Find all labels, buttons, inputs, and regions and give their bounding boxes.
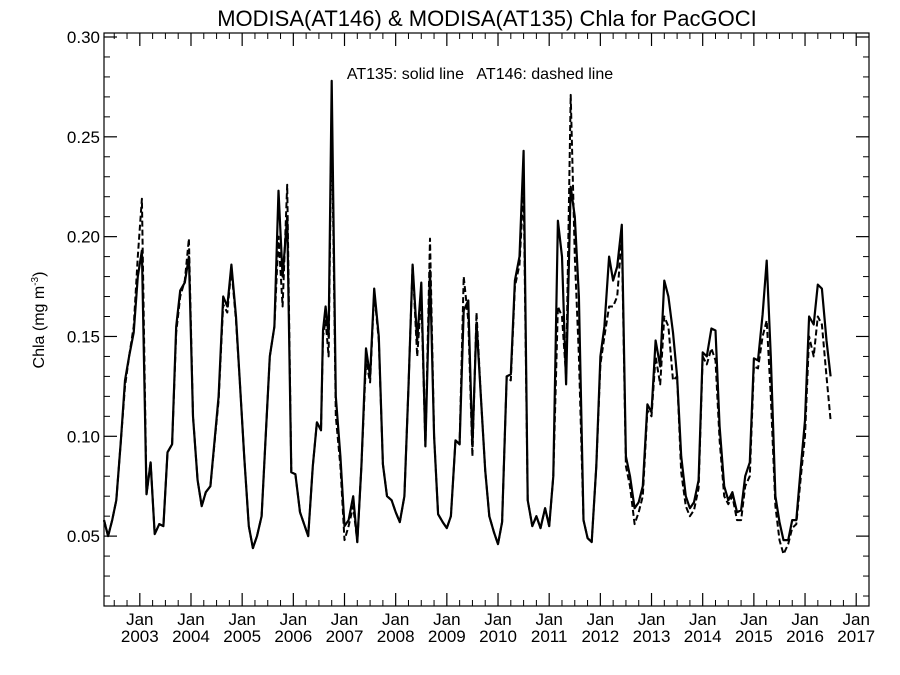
chart-title: MODISA(AT146) & MODISA(AT135) Chla for P… <box>217 6 757 31</box>
x-tick-month-label: Jan <box>484 610 511 629</box>
y-tick-label: 0.30 <box>67 28 100 47</box>
y-axis-label: Chla (mg m-3) <box>30 272 48 369</box>
x-tick-year-label: 2013 <box>633 627 671 646</box>
x-tick-month-label: Jan <box>842 610 869 629</box>
x-tick-month-label: Jan <box>228 610 255 629</box>
x-tick-year-label: 2010 <box>479 627 517 646</box>
plot-frame <box>103 32 870 607</box>
series-layer <box>102 79 832 556</box>
x-tick-month-label: Jan <box>280 610 307 629</box>
x-tick-month-label: Jan <box>126 610 153 629</box>
x-tick-month-label: Jan <box>638 610 665 629</box>
x-tick-year-label: 2017 <box>837 627 875 646</box>
series-at146-dashed-line <box>103 93 832 556</box>
x-tick-year-label: 2006 <box>274 627 312 646</box>
x-tick-month-label: Jan <box>587 610 614 629</box>
x-tick-month-label: Jan <box>689 610 716 629</box>
axes: 0.050.100.150.200.250.30Jan2003Jan2004Ja… <box>67 28 875 646</box>
x-tick-year-label: 2012 <box>581 627 619 646</box>
x-tick-year-label: 2003 <box>121 627 159 646</box>
y-axis-label-main: Chla (mg m <box>31 286 48 369</box>
y-axis-label-superscript: -3 <box>30 276 41 285</box>
legend-annotation: AT135: solid line AT146: dashed line <box>347 66 613 83</box>
x-tick-month-label: Jan <box>535 610 562 629</box>
x-tick-month-label: Jan <box>433 610 460 629</box>
y-axis-label-close: ) <box>31 272 48 277</box>
y-tick-label: 0.25 <box>67 128 100 147</box>
y-tick-label: 0.15 <box>67 327 100 346</box>
x-tick-month-label: Jan <box>740 610 767 629</box>
x-tick-year-label: 2005 <box>223 627 261 646</box>
x-tick-year-label: 2011 <box>531 627 568 646</box>
y-tick-label: 0.05 <box>67 527 100 546</box>
x-tick-year-label: 2015 <box>735 627 773 646</box>
x-tick-year-label: 2016 <box>786 627 824 646</box>
y-tick-label: 0.10 <box>67 427 100 446</box>
x-tick-year-label: 2007 <box>326 627 364 646</box>
x-tick-month-label: Jan <box>177 610 204 629</box>
x-tick-month-label: Jan <box>791 610 818 629</box>
x-tick-year-label: 2008 <box>377 627 415 646</box>
series-at135-solid-line <box>102 79 832 550</box>
y-tick-label: 0.20 <box>67 228 100 247</box>
x-tick-month-label: Jan <box>382 610 409 629</box>
x-tick-month-label: Jan <box>331 610 358 629</box>
x-tick-year-label: 2014 <box>684 627 722 646</box>
x-tick-year-label: 2004 <box>172 627 210 646</box>
x-tick-year-label: 2009 <box>428 627 466 646</box>
